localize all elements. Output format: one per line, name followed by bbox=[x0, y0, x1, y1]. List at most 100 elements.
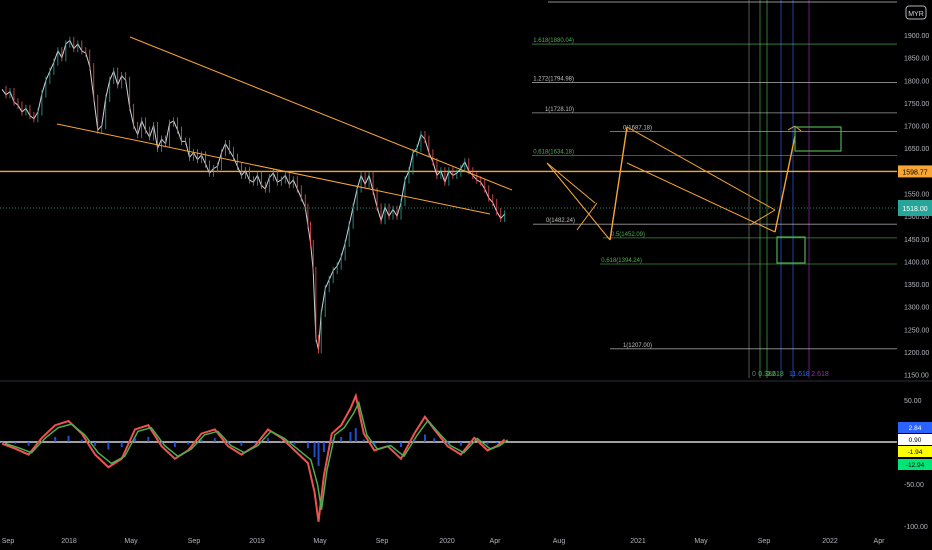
oscillator-histogram-bar bbox=[373, 442, 376, 445]
oscillator-histogram-bar bbox=[253, 442, 256, 444]
currency-badge[interactable]: MYR bbox=[905, 5, 927, 20]
oscillator-histogram-bar bbox=[503, 441, 506, 442]
wedge-upper-trendline bbox=[626, 126, 776, 211]
oscillator-histogram-bar bbox=[94, 442, 97, 446]
time-tick-label: 2022 bbox=[822, 538, 838, 545]
price-tick-label: 1650.00 bbox=[904, 146, 929, 153]
current-price-badge: 1518.00 bbox=[898, 199, 932, 216]
oscillator-histogram-bar bbox=[267, 438, 269, 442]
time-tick-label: Apr bbox=[874, 538, 886, 545]
fib-level-label: 1(1728.10) bbox=[545, 107, 574, 113]
oscillator-value-badge: -12.94 bbox=[898, 459, 932, 470]
oscillator-histogram-bar bbox=[459, 442, 462, 446]
time-tick-label: 2019 bbox=[249, 538, 265, 545]
target-box-upper bbox=[794, 126, 842, 152]
fib-level-label: 1.618(1880.04) bbox=[533, 38, 574, 44]
zigzag-segment bbox=[576, 202, 598, 231]
horizontal-level-badge-bg bbox=[898, 165, 932, 178]
fib-level-label: 1.272(1794.98) bbox=[533, 77, 574, 83]
fib-level-label: 0.618(1634.18) bbox=[533, 149, 574, 155]
oscillator-histogram-bar bbox=[1, 442, 3, 443]
time-tick-label: Sep bbox=[188, 538, 201, 545]
price-tick-label: 1800.00 bbox=[904, 78, 929, 85]
oscillator-histogram-bar bbox=[313, 442, 316, 458]
wedge-lower-trendline bbox=[626, 162, 776, 233]
oscillator-histogram-bar bbox=[40, 440, 43, 442]
time-tick-label: Sep bbox=[758, 538, 771, 545]
price-tick-label: 1150.00 bbox=[904, 373, 929, 380]
zigzag-segment bbox=[546, 162, 596, 204]
wedge-lower-trendline bbox=[56, 123, 491, 215]
horizontal-level-badge: 1598.77 bbox=[898, 165, 932, 178]
fib-time-zone-label: 0.618 bbox=[766, 371, 784, 378]
time-tick-label: May bbox=[313, 538, 327, 545]
fib-time-zone-label: 2.618 bbox=[811, 371, 829, 378]
price-tick-label: 1900.00 bbox=[904, 33, 929, 40]
oscillator-histogram-bar bbox=[67, 435, 70, 442]
fib-time-zone-label: 0.382 bbox=[758, 371, 776, 378]
oscillator-histogram-bar bbox=[306, 442, 309, 449]
price-tick-label: 1550.00 bbox=[904, 192, 929, 199]
price-tick-label: 1750.00 bbox=[904, 101, 929, 108]
fib-level-label: 0(1687.18) bbox=[623, 125, 652, 131]
oscillator-histogram-bar bbox=[486, 442, 489, 445]
oscillator-histogram-bar bbox=[80, 439, 83, 442]
oscillator-histogram-bar bbox=[293, 442, 296, 445]
oscillator-histogram-bar bbox=[213, 438, 216, 442]
oscillator-histogram-bar bbox=[187, 442, 190, 445]
oscillator-value-badge-bg bbox=[898, 422, 932, 433]
current-price-badge-bg bbox=[898, 199, 932, 216]
current-price-badge-label: 1518.00 bbox=[902, 206, 927, 213]
time-tick-label: 2020 bbox=[439, 538, 455, 545]
oscillator-value-badge-label: 2.84 bbox=[909, 425, 922, 432]
oscillator-histogram-bar bbox=[134, 438, 136, 442]
oscillator-value-badge-bg bbox=[898, 446, 932, 457]
oscillator-value-badge: 0.90 bbox=[898, 434, 932, 445]
oscillator-histogram-bar bbox=[433, 438, 436, 442]
oscillator-histogram-bar bbox=[240, 442, 243, 446]
oscillator-series-slow bbox=[4, 400, 509, 510]
oscillator-histogram-bar bbox=[400, 442, 402, 448]
time-tick-label: 2018 bbox=[61, 538, 77, 545]
drawing-tools-layer bbox=[56, 36, 842, 264]
oscillator-histogram-bar bbox=[349, 431, 352, 442]
wedge-upper-trendline bbox=[129, 36, 513, 191]
oscillator-histogram-bar bbox=[413, 439, 416, 442]
oscillator-histogram-bar bbox=[147, 436, 150, 442]
oscillator-tick-label: 50.00 bbox=[904, 398, 922, 405]
oscillator-series-fast bbox=[1, 392, 506, 522]
oscillator-value-badge-label: -12.94 bbox=[906, 462, 925, 469]
oscillator-histogram-bar bbox=[317, 442, 320, 466]
oscillator-value-badge: 2.84 bbox=[898, 422, 932, 433]
fib-time-zone-label: 0 bbox=[752, 371, 756, 378]
projection-line bbox=[774, 135, 796, 233]
fib-level-label: 0.5(1452.09) bbox=[611, 232, 645, 238]
time-tick-label: May bbox=[694, 538, 708, 545]
fib-level-label: 1(1207.00) bbox=[623, 343, 652, 349]
oscillator-histogram-bar bbox=[200, 439, 203, 442]
oscillator-histogram-bar bbox=[495, 442, 498, 444]
fib-level-label: 0.618(1394.24) bbox=[601, 258, 642, 264]
oscillator-histogram-bar bbox=[340, 436, 343, 442]
oscillator-histogram-bar bbox=[354, 428, 357, 442]
oscillator-histogram-bar bbox=[473, 440, 476, 442]
currency-badge-label: MYR bbox=[908, 11, 924, 18]
axis-layer: 1150.00 1200.00 1250.00 1300.00 1350.00 1400.… bbox=[2, 33, 932, 545]
fib-time-zone-label: 1.618 bbox=[792, 371, 810, 378]
fib-level-label: 0(1482.24) bbox=[546, 218, 575, 224]
oscillator-value-badge-bg bbox=[898, 434, 932, 445]
fib-time-zone-label: 1 bbox=[789, 371, 793, 378]
target-box-lower bbox=[776, 236, 806, 264]
price-tick-label: 1400.00 bbox=[904, 259, 929, 266]
oscillator-histogram-bar bbox=[27, 442, 30, 446]
oscillator-histogram-bar bbox=[330, 439, 333, 442]
oscillator-histogram-bar bbox=[54, 436, 57, 442]
oscillator-histogram-bar bbox=[14, 442, 17, 445]
oscillator-histogram-bar bbox=[160, 442, 163, 444]
price-tick-label: 1300.00 bbox=[904, 305, 929, 312]
oscillator-histogram-bar bbox=[446, 442, 449, 444]
oscillator-layer bbox=[0, 392, 897, 522]
oscillator-value-badge-bg bbox=[898, 459, 932, 470]
